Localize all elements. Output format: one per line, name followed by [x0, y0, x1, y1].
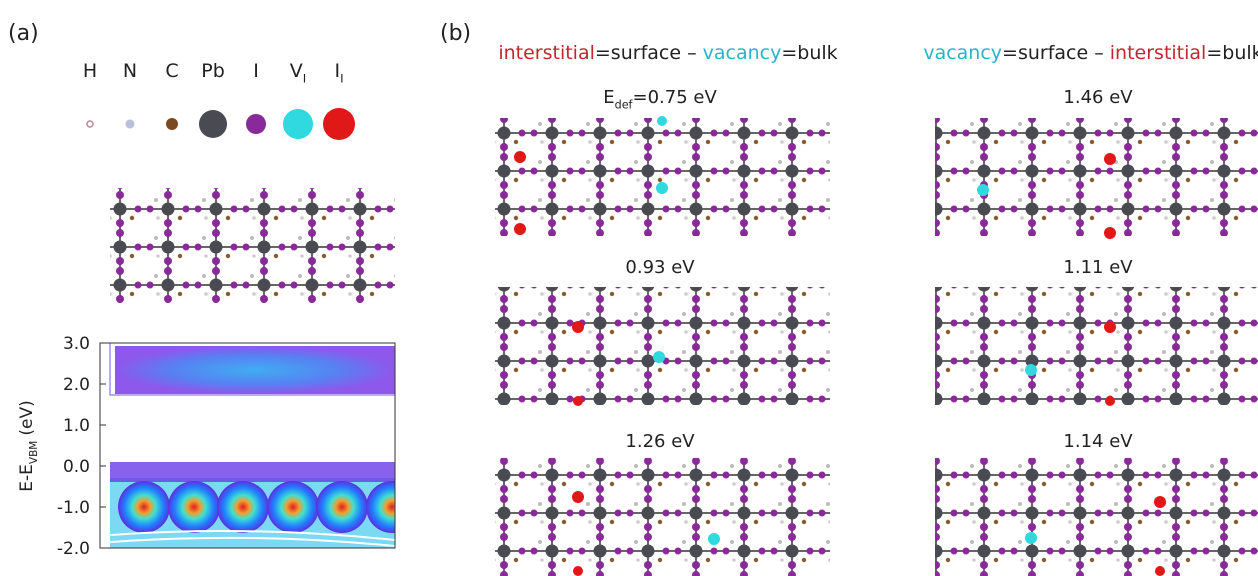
- label: vacancy=surface – interstitial=bulk: [923, 42, 1258, 64]
- subscript: def: [615, 98, 634, 111]
- label: Edef=0.75 eV: [603, 87, 717, 111]
- label: I: [253, 60, 259, 82]
- text-part: vacancy: [703, 42, 782, 64]
- label: Pb: [201, 60, 225, 82]
- text-part: (eV): [17, 400, 37, 435]
- legend-atoms: [87, 108, 355, 140]
- y-tick-label: 0.0: [63, 457, 90, 477]
- label: 1.46 eV: [1063, 87, 1133, 108]
- label: 1.26 eV: [625, 431, 695, 452]
- text-part: H: [83, 60, 97, 82]
- label: N: [123, 60, 137, 82]
- y-tick-label: 3.0: [63, 334, 90, 354]
- label: interstitial=surface – vacancy=bulk: [498, 42, 837, 64]
- text-part: interstitial: [1110, 42, 1207, 64]
- text-part: I: [253, 60, 259, 82]
- subscript: I: [303, 72, 306, 86]
- figure: (a)(b)HNCPbIVIII3.02.01.00.0-1.0-2.0E-EV…: [0, 0, 1258, 576]
- subscript: VBM: [28, 441, 40, 465]
- text-part: 0.93 eV: [625, 257, 695, 278]
- text-part: 1.26 eV: [625, 431, 695, 452]
- label: 0.93 eV: [625, 257, 695, 278]
- text-part: 1.14 eV: [1063, 431, 1133, 452]
- text-part: C: [165, 60, 178, 82]
- label: H: [83, 60, 97, 82]
- structures: [495, 116, 1258, 576]
- label: E-EVBM (eV): [17, 400, 40, 492]
- panel-label: (a): [8, 21, 39, 46]
- label: C: [165, 60, 178, 82]
- subscript: I: [340, 72, 343, 86]
- text-part: E-E: [17, 464, 37, 492]
- y-tick-label: 1.0: [63, 416, 90, 436]
- text-part: 1.11 eV: [1063, 257, 1133, 278]
- text-part: =surface –: [1002, 42, 1110, 64]
- text-part: =bulk: [781, 42, 837, 64]
- text-part: =0.75 eV: [632, 87, 717, 108]
- y-tick-label: -1.0: [57, 498, 90, 518]
- label: 1.11 eV: [1063, 257, 1133, 278]
- text-part: N: [123, 60, 137, 82]
- label: 1.14 eV: [1063, 431, 1133, 452]
- text-part: vacancy: [923, 42, 1002, 64]
- text-part: E: [603, 87, 614, 108]
- text-part: V: [290, 60, 303, 82]
- panel-label: (b): [440, 21, 471, 46]
- text-part: 1.46 eV: [1063, 87, 1133, 108]
- y-tick-label: -2.0: [57, 539, 90, 559]
- label: VI: [290, 60, 306, 86]
- y-tick-label: 2.0: [63, 375, 90, 395]
- contour-plot: [110, 343, 418, 548]
- text-part: =bulk: [1206, 42, 1258, 64]
- label: II: [334, 60, 343, 86]
- text-part: interstitial: [498, 42, 595, 64]
- text-part: Pb: [201, 60, 225, 82]
- text-part: =surface –: [595, 42, 703, 64]
- slab-structure: [110, 188, 395, 303]
